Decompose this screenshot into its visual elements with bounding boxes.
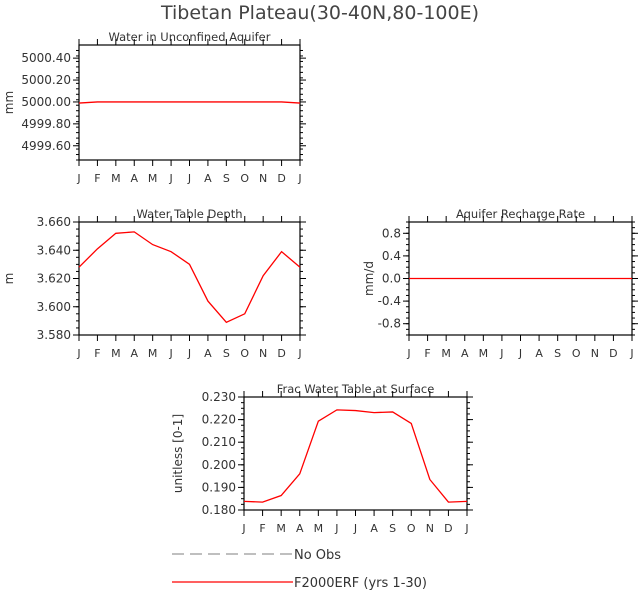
x-tick-label: M <box>479 347 489 360</box>
y-tick-label: 0.180 <box>202 503 236 517</box>
x-tick-label: D <box>277 172 285 185</box>
y-tick-label: 0.0 <box>382 272 401 286</box>
x-tick-label: J <box>406 347 410 360</box>
x-tick-label: N <box>259 347 267 360</box>
series-line <box>78 101 301 104</box>
x-tick-label: J <box>187 172 191 185</box>
x-tick-label: M <box>111 347 121 360</box>
y-tick-label: 0.200 <box>202 458 236 472</box>
x-tick-label: O <box>240 172 249 185</box>
x-tick-label: A <box>204 172 212 185</box>
x-tick-label: O <box>407 522 416 535</box>
x-tick-label: A <box>204 347 212 360</box>
x-tick-label: J <box>168 172 172 185</box>
x-tick-label: O <box>240 347 249 360</box>
x-tick-label: F <box>94 172 100 185</box>
plot-frame <box>243 396 468 511</box>
panel-title: Aquifer Recharge Rate <box>456 207 585 221</box>
x-tick-label: J <box>76 172 80 185</box>
x-tick-label: J <box>168 347 172 360</box>
panel-title: Frac Water Table at Surface <box>277 382 435 396</box>
x-tick-label: D <box>444 522 452 535</box>
x-tick-label: D <box>609 347 617 360</box>
x-tick-label: S <box>389 522 396 535</box>
y-tick-label: 5000.40 <box>21 51 71 65</box>
x-tick-label: F <box>94 347 100 360</box>
x-tick-label: A <box>461 347 469 360</box>
x-tick-label: O <box>572 347 581 360</box>
x-tick-label: M <box>314 522 324 535</box>
x-tick-label: M <box>148 172 158 185</box>
y-tick-label: 0.220 <box>202 413 236 427</box>
x-tick-label: S <box>223 347 230 360</box>
x-tick-label: N <box>426 522 434 535</box>
x-tick-label: J <box>76 347 80 360</box>
y-axis-label: unitless [0-1] <box>171 414 185 493</box>
x-tick-label: J <box>297 172 301 185</box>
x-tick-label: A <box>535 347 543 360</box>
y-tick-label: 0.190 <box>202 480 236 494</box>
x-tick-label: J <box>297 347 301 360</box>
x-tick-label: J <box>629 347 633 360</box>
plot-frame <box>78 221 301 336</box>
panel-title: Water Table Depth <box>136 207 242 221</box>
y-tick-label: -0.4 <box>378 294 401 308</box>
x-tick-label: A <box>370 522 378 535</box>
y-tick-label: 0.4 <box>382 249 401 263</box>
panel-title: Water in Unconfined Aquifer <box>108 30 270 44</box>
y-tick-label: 4999.60 <box>21 139 71 153</box>
x-tick-label: M <box>111 172 121 185</box>
y-tick-label: 3.640 <box>37 243 71 257</box>
y-axis-label: mm <box>2 91 16 114</box>
legend-label: F2000ERF (yrs 1-30) <box>294 576 427 591</box>
x-tick-label: F <box>259 522 265 535</box>
series-line <box>78 231 301 324</box>
x-tick-label: N <box>259 172 267 185</box>
x-tick-label: J <box>353 522 357 535</box>
x-tick-label: J <box>499 347 503 360</box>
x-tick-label: S <box>223 172 230 185</box>
x-tick-label: A <box>130 347 138 360</box>
y-tick-label: 5000.00 <box>21 95 71 109</box>
y-tick-label: 0.8 <box>382 226 401 240</box>
y-tick-label: 0.230 <box>202 390 236 404</box>
x-tick-label: A <box>296 522 304 535</box>
legend-item: F2000ERF (yrs 1-30) <box>172 576 427 591</box>
x-tick-label: M <box>148 347 158 360</box>
legend-item: No Obs <box>172 548 341 563</box>
x-tick-label: F <box>424 347 430 360</box>
y-axis-label: mm/d <box>362 261 376 296</box>
legend-label: No Obs <box>294 548 341 563</box>
x-tick-label: J <box>187 347 191 360</box>
figure-title: Tibetan Plateau(30-40N,80-100E) <box>160 2 479 24</box>
x-tick-label: J <box>518 347 522 360</box>
x-tick-label: M <box>441 347 451 360</box>
y-axis-label: m <box>2 273 16 285</box>
y-tick-label: 5000.20 <box>21 73 71 87</box>
x-tick-label: D <box>277 347 285 360</box>
x-tick-label: J <box>464 522 468 535</box>
y-tick-label: 4999.80 <box>21 117 71 131</box>
y-tick-label: -0.8 <box>378 317 401 331</box>
x-tick-label: N <box>591 347 599 360</box>
x-tick-label: J <box>334 522 338 535</box>
y-tick-label: 3.600 <box>37 300 71 314</box>
y-tick-label: 0.210 <box>202 435 236 449</box>
y-tick-label: 3.580 <box>37 328 71 342</box>
x-tick-label: J <box>241 522 245 535</box>
x-tick-label: M <box>276 522 286 535</box>
x-tick-label: S <box>554 347 561 360</box>
y-tick-label: 3.660 <box>37 215 71 229</box>
series-line <box>243 409 468 503</box>
y-tick-label: 3.620 <box>37 272 71 286</box>
x-tick-label: A <box>130 172 138 185</box>
